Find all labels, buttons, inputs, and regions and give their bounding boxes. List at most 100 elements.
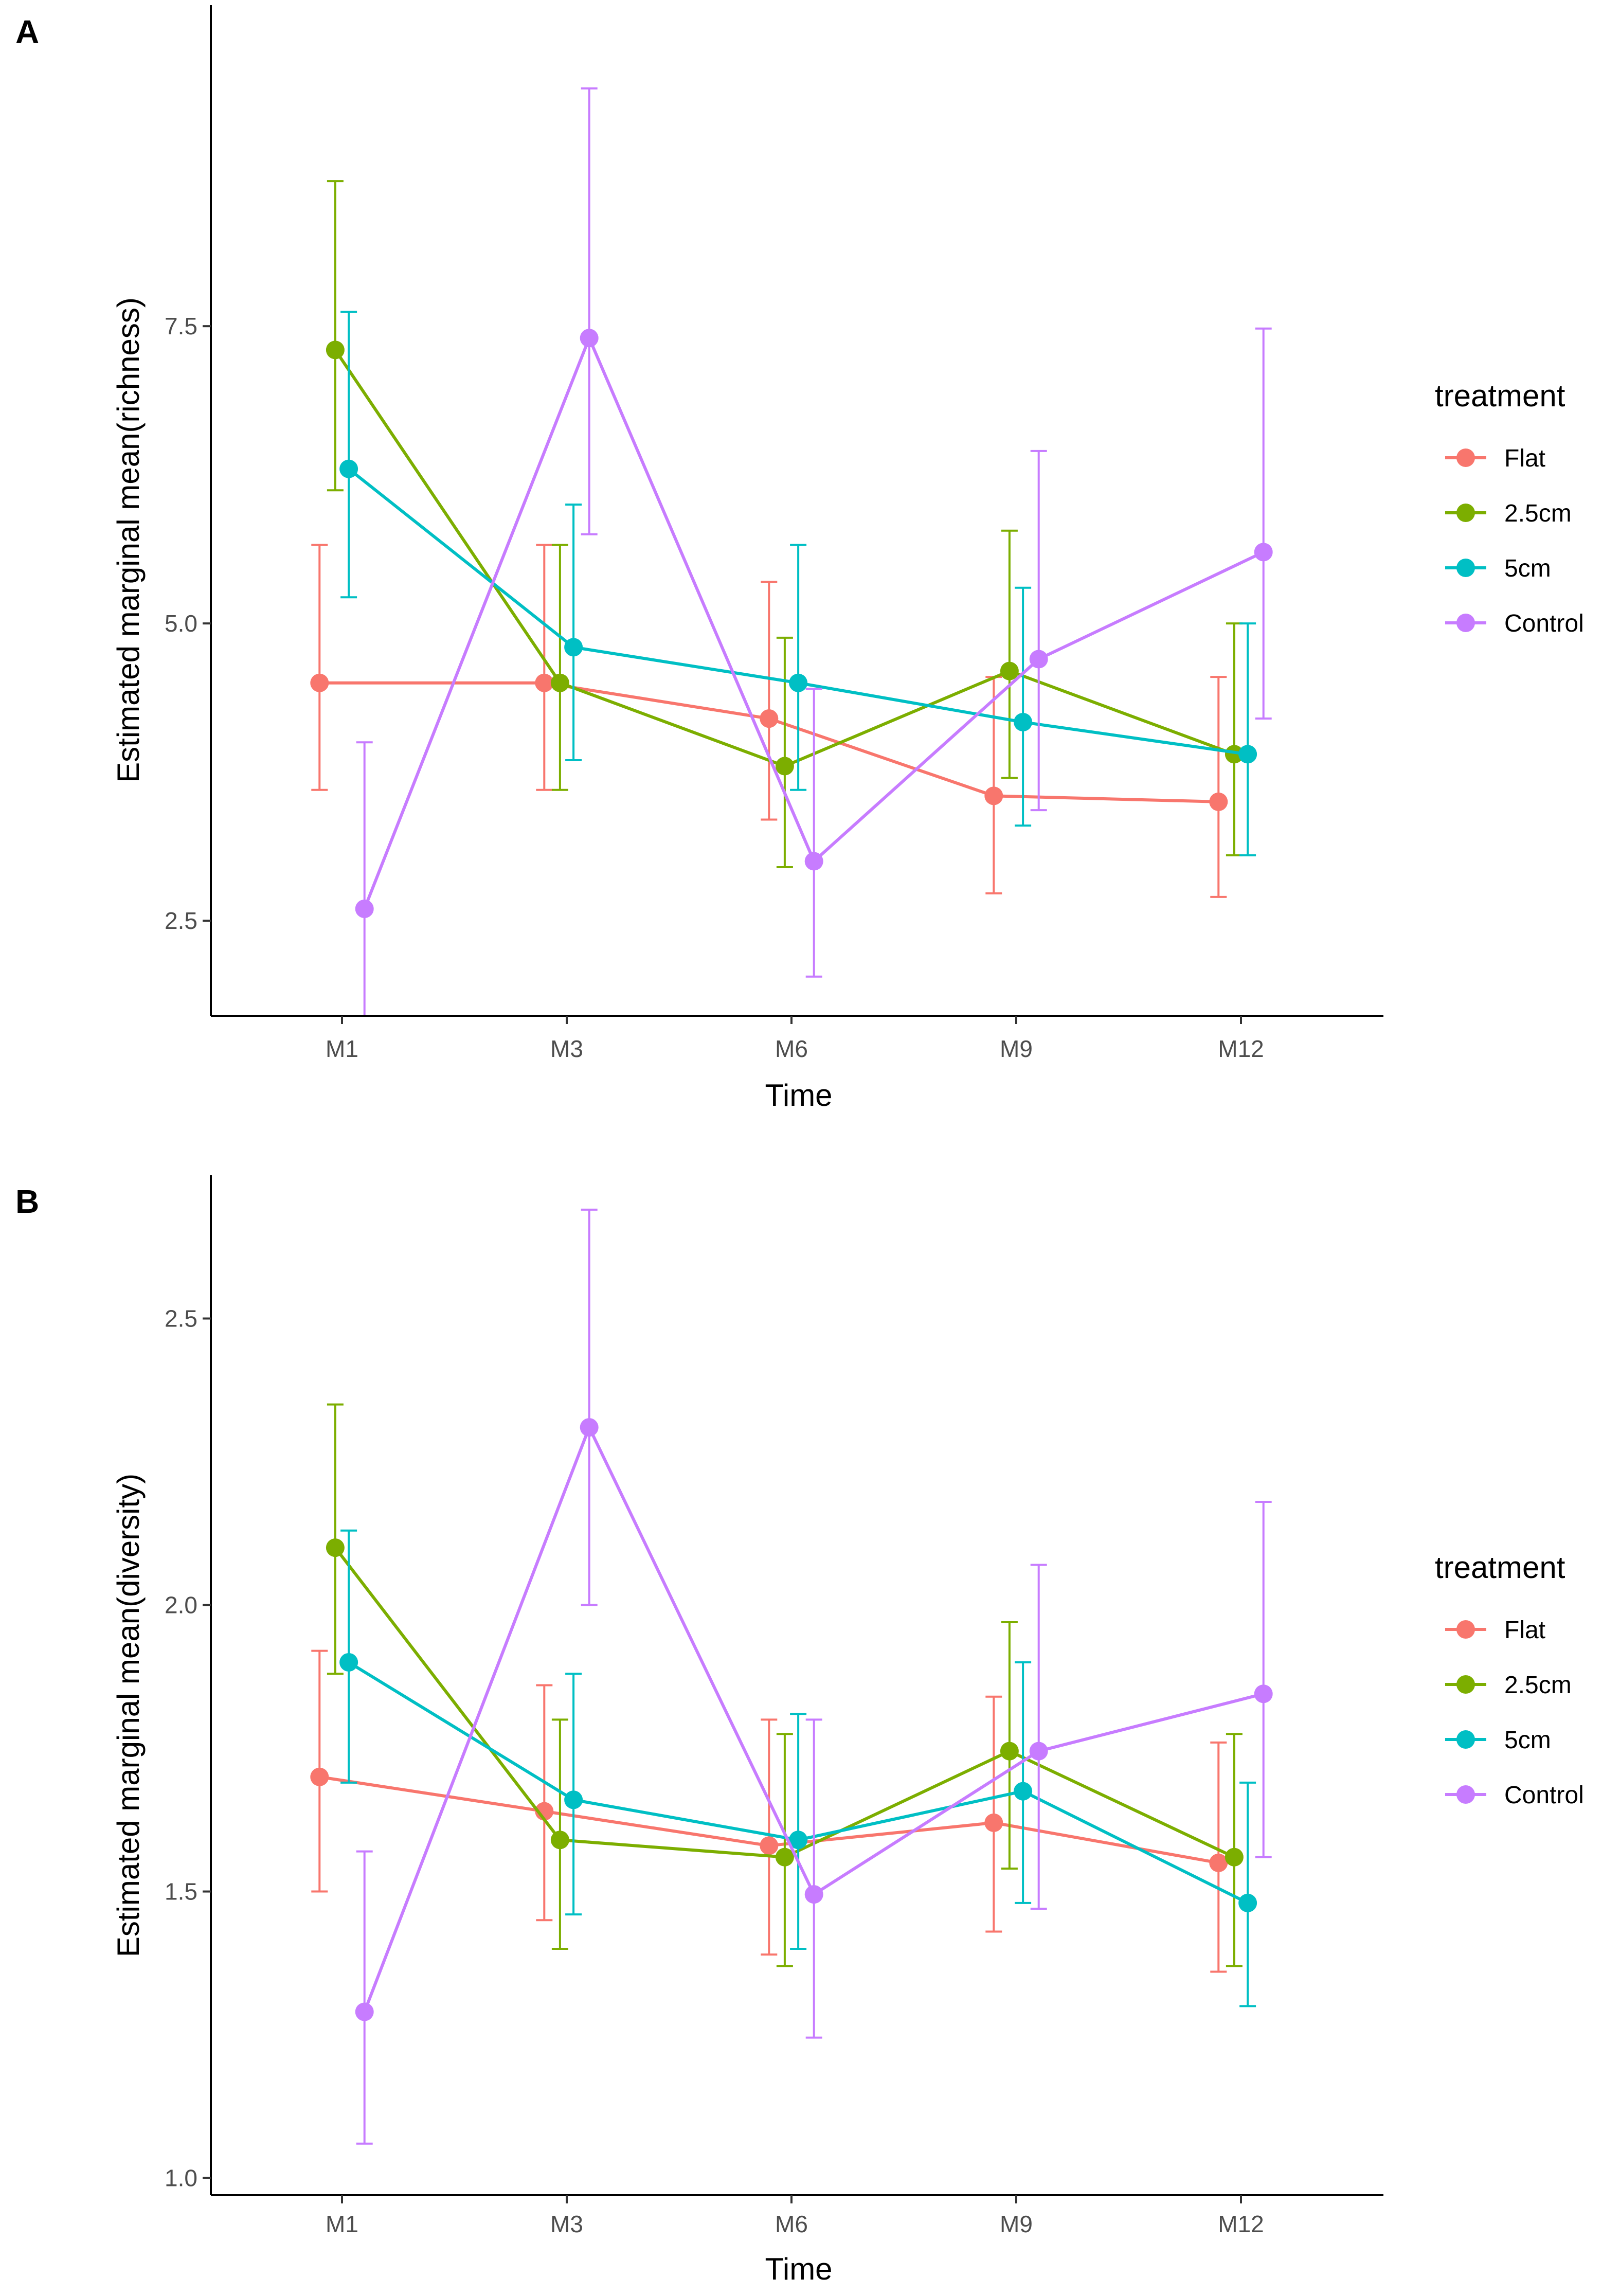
x-tick-label: M1 [326,1035,358,1062]
data-point [984,1813,1003,1832]
legend-key-5cm [1445,559,1486,577]
data-point [1225,745,1244,764]
data-point [535,673,554,692]
panel-a: A 2.5 5.0 7.5 M1 M3 M6 M9 M12 Time Estimated ma… [15,5,1584,1113]
data-point [564,638,583,657]
plot-area-a [310,87,1273,1017]
legend-title-b: treatment [1435,1550,1565,1585]
legend-key-control [1445,1785,1486,1804]
data-point [1254,1684,1273,1703]
legend-key-point [1456,614,1475,632]
y-tick-label: 7.5 [165,313,197,339]
axes-b: 1.0 1.5 2.0 2.5 M1 M3 M6 M9 M12 [165,1175,1383,2237]
series-flat [310,1649,1228,1973]
x-axis-title-b: Time [765,2252,832,2286]
legend-key-point [1456,449,1475,467]
data-point [760,1836,779,1855]
legend-label: 2.5cm [1504,500,1572,527]
data-point [1014,1782,1033,1801]
legend-title-a: treatment [1435,379,1565,413]
legend-label: 5cm [1504,555,1551,582]
legend-label: Flat [1504,1617,1545,1644]
x-tick-label: M12 [1218,1035,1264,1062]
data-point [564,1790,583,1809]
legend-label: Control [1504,1782,1584,1809]
data-point [804,852,823,871]
series-5cm [339,311,1257,856]
x-tick-label: M3 [550,1035,583,1062]
y-tick-label: 2.0 [165,1592,197,1619]
data-point [339,459,358,478]
data-point [355,2002,374,2021]
series-flat [310,544,1228,898]
data-point [1029,1742,1048,1761]
data-point [355,899,374,918]
data-point [1014,712,1033,731]
series-5cm [339,1529,1257,2007]
data-point [550,673,569,692]
data-point [760,709,779,728]
data-point [775,1847,794,1867]
data-point [1209,792,1228,811]
legend-a: treatment Flat 2.5cm 5cm Control [1435,379,1584,637]
x-tick-label: M9 [1000,1035,1033,1062]
data-point [339,1653,358,1672]
panel-b: B 1.0 1.5 2.0 2.5 M1 M3 M6 M9 M12 Time Estimated… [15,1175,1584,2286]
series-control [355,1208,1273,2145]
data-point [775,757,794,776]
data-point [789,673,808,692]
x-tick-label: M6 [775,2211,808,2237]
data-point [310,1767,329,1786]
data-point [789,1831,808,1850]
legend-key-point [1456,1620,1475,1639]
plot-area-b [310,1208,1273,2145]
legend-key-flat [1445,449,1486,467]
y-tick-label: 2.5 [165,1305,197,1332]
data-point [804,1885,823,1904]
data-point [1000,661,1019,680]
y-axis-title-b: Estimated marginal mean(diversity) [111,1474,146,1957]
data-point [310,673,329,692]
legend-label: Flat [1504,445,1545,472]
legend-label: 2.5cm [1504,1672,1572,1699]
data-point [984,786,1003,805]
x-tick-label: M6 [775,1035,808,1062]
legend-key-2-5cm [1445,1675,1486,1694]
data-point [1238,745,1257,764]
legend-b: treatment Flat 2.5cm 5cm Control [1435,1550,1584,1809]
y-tick-label: 2.5 [165,907,197,934]
legend-label: Control [1504,610,1584,637]
data-point [550,1831,569,1850]
panel-label-b: B [15,1183,39,1220]
x-tick-label: M12 [1218,2211,1264,2237]
data-point [326,1538,345,1557]
legend-key-2-5cm [1445,504,1486,522]
legend-key-point [1456,559,1475,577]
x-axis-title-a: Time [765,1078,832,1113]
axes-a: 2.5 5.0 7.5 M1 M3 M6 M9 M12 [165,5,1383,1062]
x-tick-label: M1 [326,2211,358,2237]
y-tick-label: 1.5 [165,1878,197,1905]
y-axis-title-a: Estimated marginal mean(richness) [111,297,146,783]
x-tick-label: M9 [1000,2211,1033,2237]
series-control [355,87,1273,1017]
legend-key-point [1456,1730,1475,1749]
legend-key-control [1445,614,1486,632]
panel-label-a: A [15,13,39,50]
series-2-5cm [326,180,1244,869]
data-point [1209,1853,1228,1872]
y-tick-label: 1.0 [165,2165,197,2192]
legend-key-flat [1445,1620,1486,1639]
data-point [1225,1847,1244,1867]
legend-key-point [1456,504,1475,522]
y-tick-label: 5.0 [165,610,197,637]
series-2-5cm [326,1403,1244,1967]
data-point [580,329,599,348]
legend-label: 5cm [1504,1727,1551,1754]
data-point [1000,1742,1019,1761]
legend-key-5cm [1445,1730,1486,1749]
x-tick-label: M3 [550,2211,583,2237]
data-point [1238,1893,1257,1912]
data-point [326,340,345,360]
